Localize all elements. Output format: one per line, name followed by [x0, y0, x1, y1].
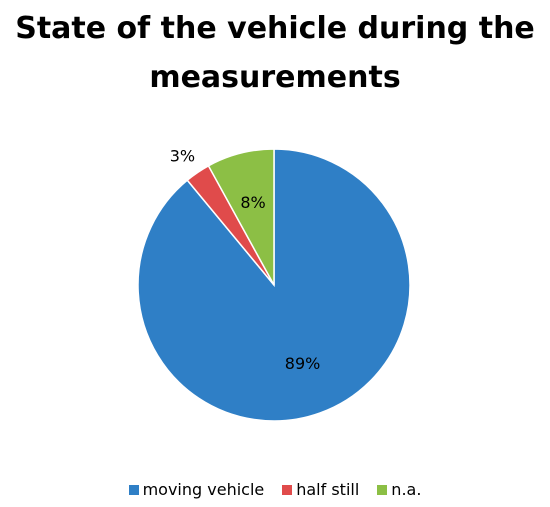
chart-legend: moving vehicle half still n.a. [0, 480, 550, 499]
pie-slices [137, 148, 411, 422]
legend-swatch-moving-vehicle [128, 484, 139, 495]
legend-label-n-a: n.a. [391, 480, 422, 499]
legend-swatch-half-still [282, 484, 293, 495]
pie-data-labels: 89% 3% 8% [170, 147, 321, 373]
data-label-n-a: 8% [240, 193, 265, 212]
legend-label-half-still: half still [296, 480, 360, 499]
data-label-half-still: 3% [170, 147, 195, 166]
legend-item-n-a: n.a. [377, 480, 421, 499]
chart-title: State of the vehicle during the measurem… [15, 11, 535, 95]
legend-item-moving-vehicle: moving vehicle [128, 480, 265, 499]
legend-item-half-still: half still [282, 480, 359, 499]
pie-slice-n-a [207, 148, 275, 286]
legend-label-moving-vehicle: moving vehicle [142, 480, 265, 499]
data-label-moving-vehicle: 89% [285, 354, 321, 373]
legend-swatch-n-a [377, 484, 388, 495]
